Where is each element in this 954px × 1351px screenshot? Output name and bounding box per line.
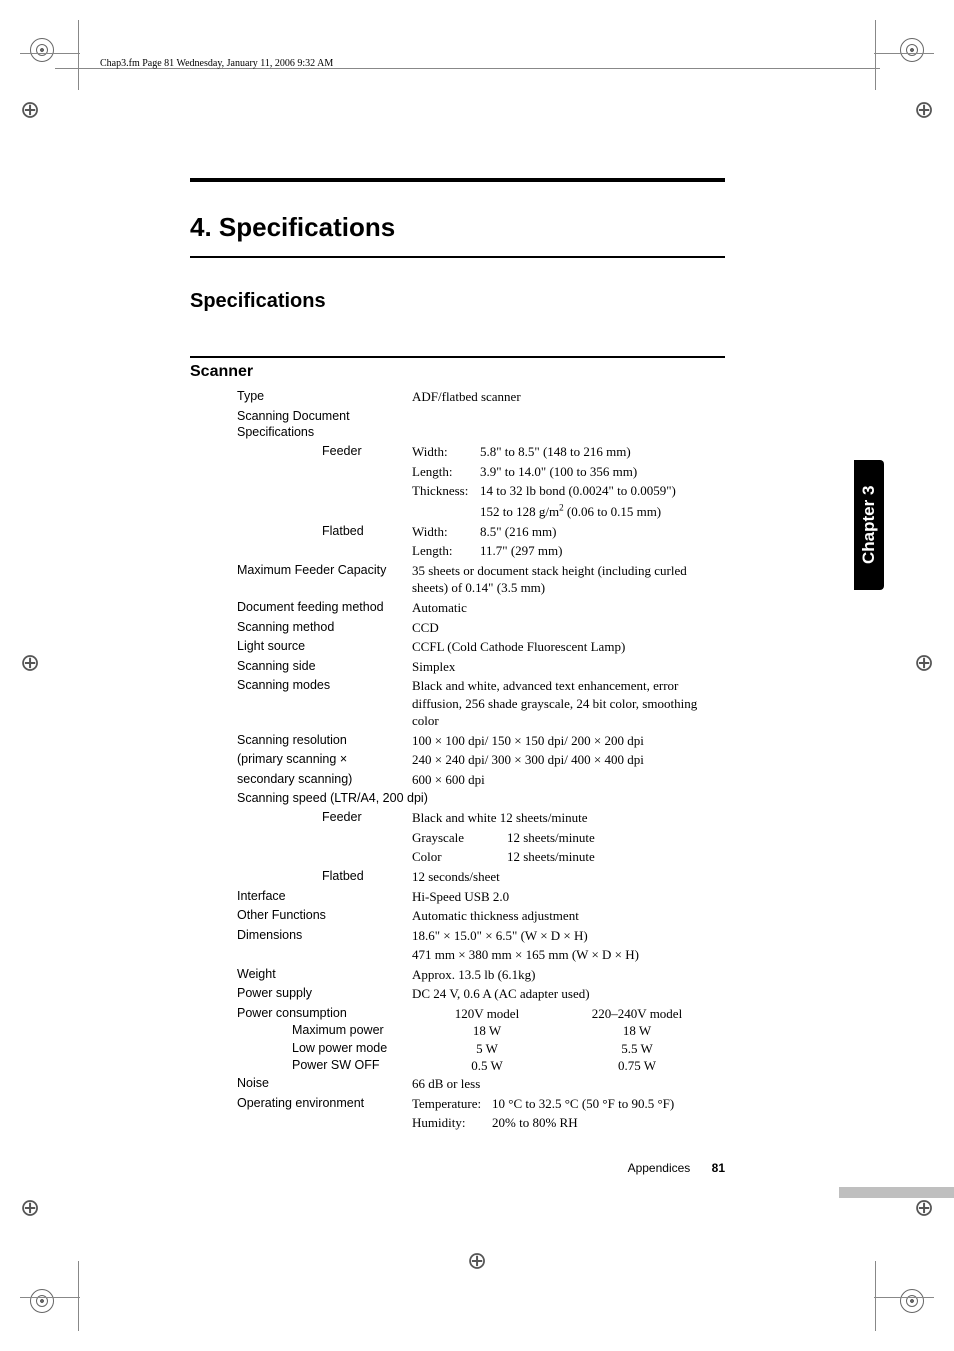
spec-label-scanmethod: Scanning method [237, 619, 412, 637]
specs-content: Type ADF/flatbed scanner Scanning Docume… [237, 388, 725, 1134]
spec-label-otherfn: Other Functions [237, 907, 412, 925]
crop-line [875, 20, 876, 90]
rule-under-title [190, 256, 725, 258]
power-off-120: 0.5 W [412, 1057, 562, 1075]
spec-value-res2: 240 × 240 dpi/ 300 × 300 dpi/ 400 × 400 … [412, 751, 725, 769]
spec-value-env-hum: Humidity:20% to 80% RH [412, 1114, 725, 1132]
spec-value-flatbed-length: Length:11.7" (297 mm) [412, 542, 725, 560]
spec-value-speed-gs: Grayscale12 sheets/minute [412, 829, 725, 847]
reg-mark-right-mid [909, 648, 939, 678]
spec-label-sds: Scanning Document Specifications [237, 408, 412, 442]
crop-mark-tl [30, 38, 54, 62]
spec-label-docfeed: Document feeding method [237, 599, 412, 617]
spec-value-dimensions1: 18.6" × 15.0" × 6.5" (W × D × H) [412, 927, 725, 945]
spec-value-type: ADF/flatbed scanner [412, 388, 725, 406]
reg-mark-right-top [909, 95, 939, 125]
rule-above-scanner [190, 356, 725, 358]
spec-value-otherfn: Automatic thickness adjustment [412, 907, 725, 925]
spec-label-dimensions: Dimensions [237, 927, 412, 945]
spec-value-flatbed-width: Width:8.5" (216 mm) [412, 523, 725, 541]
power-low-120: 5 W [412, 1040, 562, 1058]
spec-value-res3: 600 × 600 dpi [412, 771, 725, 789]
power-row-low: Low power mode [237, 1040, 412, 1058]
spec-label-noise: Noise [237, 1075, 412, 1093]
crop-line [78, 20, 79, 90]
crop-line [874, 53, 934, 54]
spec-label-type: Type [237, 388, 412, 406]
spec-value-dimensions2: 471 mm × 380 mm × 165 mm (W × D × H) [412, 946, 725, 964]
spec-value-noise: 66 dB or less [412, 1075, 725, 1093]
spec-label-flatbed: Flatbed [237, 523, 412, 541]
reg-mark-bottom-center [462, 1246, 492, 1276]
spec-value-weight: Approx. 13.5 lb (6.1kg) [412, 966, 725, 984]
spec-value-interface: Hi-Speed USB 2.0 [412, 888, 725, 906]
spec-value-speed-color: Color12 sheets/minute [412, 848, 725, 866]
spec-value-speed-flatbed: 12 seconds/sheet [412, 868, 725, 886]
reg-mark-left-bot [15, 1193, 45, 1223]
spec-label-res3: secondary scanning) [237, 771, 412, 789]
spec-label-feeder: Feeder [237, 443, 412, 461]
crop-mark-bl [30, 1289, 54, 1313]
spec-label-res2: (primary scanning × [237, 751, 412, 769]
spec-value-maxfeeder: 35 sheets or document stack height (incl… [412, 562, 725, 597]
crop-line [20, 53, 80, 54]
spec-label-speed-feeder: Feeder [237, 809, 412, 827]
spec-label-scanside: Scanning side [237, 658, 412, 676]
crop-line [78, 1261, 79, 1331]
rule-top [190, 178, 725, 182]
spec-value-res1: 100 × 100 dpi/ 150 × 150 dpi/ 200 × 200 … [412, 732, 725, 750]
spec-value-env-temp: Temperature:10 °C to 32.5 °C (50 °F to 9… [412, 1095, 725, 1113]
chapter-tab: Chapter 3 [854, 460, 884, 590]
power-row-max: Maximum power [237, 1022, 412, 1040]
crop-mark-br [900, 1289, 924, 1313]
power-max-220: 18 W [562, 1022, 712, 1040]
spec-label-res1: Scanning resolution [237, 732, 412, 750]
crop-mark-tr [900, 38, 924, 62]
spec-value-scanmodes: Black and white, advanced text enhanceme… [412, 677, 725, 730]
spec-label-speed-flatbed: Flatbed [237, 868, 412, 886]
spec-value-feeder-width: Width:5.8" to 8.5" (148 to 216 mm) [412, 443, 725, 461]
spec-label-powercons: Power consumption [237, 1005, 412, 1023]
footer-page-number: 81 [712, 1161, 725, 1175]
spec-value-powersupply: DC 24 V, 0.6 A (AC adapter used) [412, 985, 725, 1003]
spec-label-interface: Interface [237, 888, 412, 906]
spec-label-weight: Weight [237, 966, 412, 984]
reg-mark-left-top [15, 95, 45, 125]
page-footer: Appendices 81 [190, 1161, 725, 1175]
section-subtitle: Specifications [190, 290, 326, 313]
scanner-heading: Scanner [190, 363, 253, 381]
spec-label-powersupply: Power supply [237, 985, 412, 1003]
running-header: Chap3.fm Page 81 Wednesday, January 11, … [100, 58, 333, 69]
crop-line [20, 1297, 80, 1298]
spec-value-scanmethod: CCD [412, 619, 725, 637]
crop-line [875, 1261, 876, 1331]
spec-label-env: Operating environment [237, 1095, 412, 1113]
footer-section: Appendices [628, 1161, 691, 1175]
spec-value-speed-bw: Black and white 12 sheets/minute [412, 809, 725, 827]
spec-label-scanmodes: Scanning modes [237, 677, 412, 730]
spec-label-lightsource: Light source [237, 638, 412, 656]
power-low-220: 5.5 W [562, 1040, 712, 1058]
spec-label-speed: Scanning speed (LTR/A4, 200 dpi) [237, 790, 537, 807]
power-col-220v: 220–240V model [562, 1005, 712, 1023]
chapter-title: 4. Specifications [190, 212, 395, 243]
spec-label-maxfeeder: Maximum Feeder Capacity [237, 562, 412, 597]
crop-line [874, 1297, 934, 1298]
power-off-220: 0.75 W [562, 1057, 712, 1075]
power-col-120v: 120V model [412, 1005, 562, 1023]
power-row-off: Power SW OFF [237, 1057, 412, 1075]
spec-value-lightsource: CCFL (Cold Cathode Fluorescent Lamp) [412, 638, 725, 656]
spec-value-feeder-thickness2: 152 to 128 g/m2 (0.06 to 0.15 mm) [412, 502, 725, 521]
reg-mark-left-mid [15, 648, 45, 678]
gray-bleed-bar [839, 1187, 954, 1198]
spec-value-docfeed: Automatic [412, 599, 725, 617]
spec-value-feeder-thickness1: Thickness:14 to 32 lb bond (0.0024" to 0… [412, 482, 725, 500]
power-max-120: 18 W [412, 1022, 562, 1040]
spec-value-feeder-length: Length:3.9" to 14.0" (100 to 356 mm) [412, 463, 725, 481]
spec-value-scanside: Simplex [412, 658, 725, 676]
